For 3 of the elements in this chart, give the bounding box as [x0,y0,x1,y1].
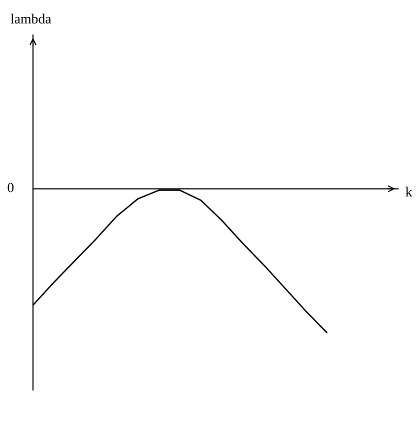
x-axis-title: k [406,186,412,196]
text: 0 [8,182,14,192]
text: lambda [10,14,52,24]
